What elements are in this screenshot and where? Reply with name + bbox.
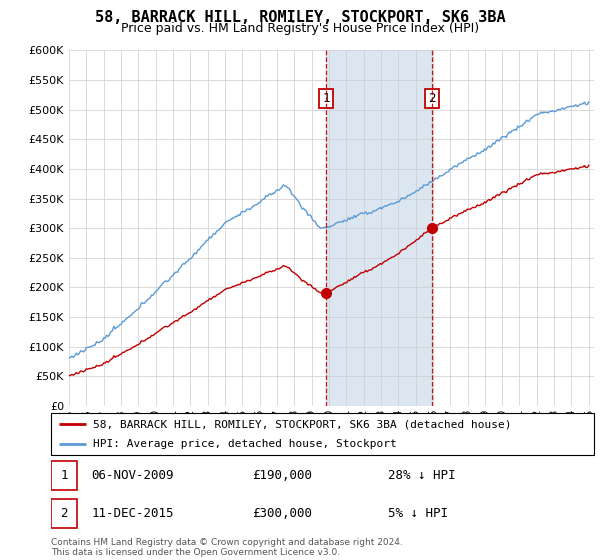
Text: HPI: Average price, detached house, Stockport: HPI: Average price, detached house, Stoc…	[94, 439, 397, 449]
Text: 06-NOV-2009: 06-NOV-2009	[92, 469, 174, 482]
Text: Price paid vs. HM Land Registry's House Price Index (HPI): Price paid vs. HM Land Registry's House …	[121, 22, 479, 35]
FancyBboxPatch shape	[51, 500, 77, 528]
Text: 2: 2	[60, 507, 68, 520]
Text: Contains HM Land Registry data © Crown copyright and database right 2024.
This d: Contains HM Land Registry data © Crown c…	[51, 538, 403, 557]
Text: £190,000: £190,000	[252, 469, 312, 482]
Text: 1: 1	[60, 469, 68, 482]
Text: 1: 1	[323, 92, 330, 105]
Text: 2: 2	[428, 92, 436, 105]
Text: 58, BARRACK HILL, ROMILEY, STOCKPORT, SK6 3BA: 58, BARRACK HILL, ROMILEY, STOCKPORT, SK…	[95, 10, 505, 25]
Text: 11-DEC-2015: 11-DEC-2015	[92, 507, 174, 520]
Text: £300,000: £300,000	[252, 507, 312, 520]
FancyBboxPatch shape	[51, 413, 594, 455]
Text: 5% ↓ HPI: 5% ↓ HPI	[388, 507, 448, 520]
Text: 58, BARRACK HILL, ROMILEY, STOCKPORT, SK6 3BA (detached house): 58, BARRACK HILL, ROMILEY, STOCKPORT, SK…	[94, 419, 512, 429]
Text: 28% ↓ HPI: 28% ↓ HPI	[388, 469, 455, 482]
FancyBboxPatch shape	[51, 461, 77, 490]
Bar	[326, 50, 432, 406]
